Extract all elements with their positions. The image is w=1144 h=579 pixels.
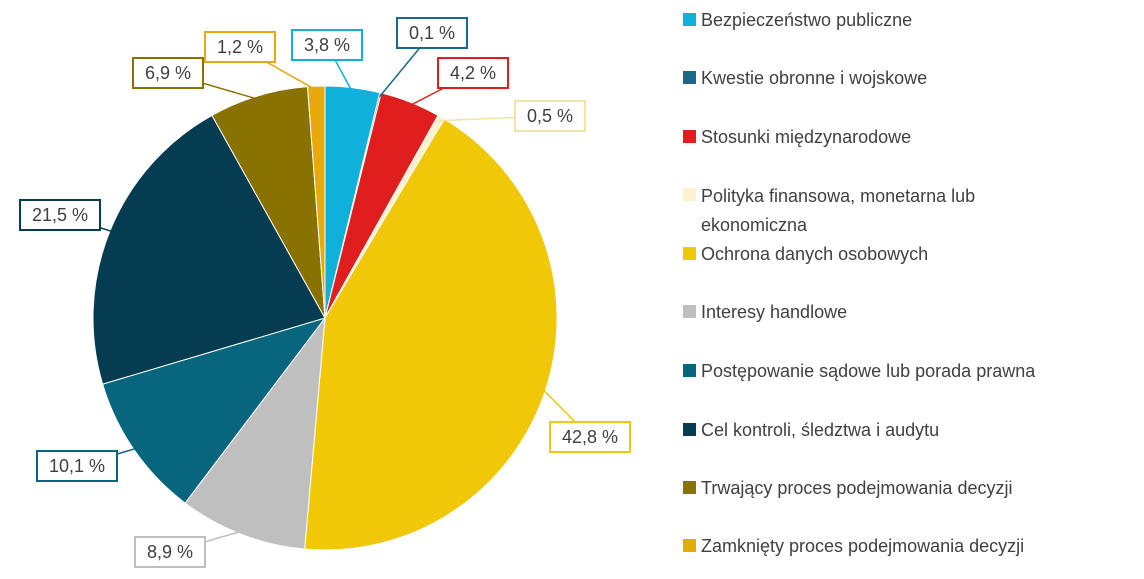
label-box <box>204 31 276 63</box>
legend-swatch <box>683 247 696 260</box>
pie-slice <box>184 316 326 550</box>
pie-slice <box>304 118 558 551</box>
legend-item: Postępowanie sądowe lub porada prawna <box>683 358 1035 384</box>
legend-item: Kwestie obronne i wojskowe <box>683 65 927 91</box>
pie-slice <box>102 317 327 504</box>
legend-swatch <box>683 13 696 26</box>
legend-item: Bezpieczeństwo publiczne <box>683 7 912 33</box>
pie-slice <box>306 85 326 319</box>
data-label: 0,5 % <box>527 106 573 126</box>
labels: 3,8 % 0,1 % 4,2 % 0,5 % 42,8 % 8,9 % 10,1 % 21,… <box>19 17 631 568</box>
data-label: 6,9 % <box>145 63 191 83</box>
legend-label: Polityka finansowa, monetarna lub ekonom… <box>701 186 976 235</box>
legend-swatch <box>683 423 696 436</box>
legend-swatch <box>683 364 696 377</box>
data-label: 42,8 % <box>562 427 618 447</box>
legend-item: Ochrona danych osobowych <box>683 241 928 267</box>
label-box <box>36 450 118 482</box>
legend-item: Stosunki międzynarodowe <box>683 124 911 150</box>
legend-label: Interesy handlowe <box>701 302 848 322</box>
legend-label: Postępowanie sądowe lub porada prawna <box>701 361 1036 381</box>
data-label: 1,2 % <box>217 37 263 57</box>
legend-label: Cel kontroli, śledztwa i audytu <box>701 420 940 440</box>
legend-item: Trwający proces podejmowania decyzji <box>683 475 1012 501</box>
data-label: 0,1 % <box>409 23 455 43</box>
legend-label: Kwestie obronne i wojskowe <box>701 68 928 88</box>
legend-label: Trwający proces podejmowania decyzji <box>701 478 1013 498</box>
legend-swatch <box>683 481 696 494</box>
legend-item: Cel kontroli, śledztwa i audytu <box>683 417 939 443</box>
legend-label: Stosunki międzynarodowe <box>701 127 912 147</box>
legend-item: Interesy handlowe <box>683 299 847 325</box>
legend-swatch <box>683 305 696 318</box>
legend-label: Bezpieczeństwo publiczne <box>701 10 913 30</box>
legend-label: Ochrona danych osobowych <box>701 244 929 264</box>
data-label: 21,5 % <box>32 205 88 225</box>
legend-item: Polityka finansowa, monetarna lub ekonom… <box>683 182 1021 240</box>
legend-swatch <box>683 539 696 552</box>
legend-swatch <box>683 71 696 84</box>
legend-swatch <box>683 130 696 143</box>
label-box <box>549 421 631 453</box>
slices <box>92 85 558 551</box>
label-box <box>437 57 509 89</box>
data-label: 8,9 % <box>147 542 193 562</box>
label-box <box>291 29 363 61</box>
legend-label: Zamknięty proces podejmowania decyzji <box>701 536 1025 556</box>
data-label: 10,1 % <box>49 456 105 476</box>
legend-swatch <box>683 188 696 201</box>
label-box <box>396 17 468 49</box>
data-label: 4,2 % <box>450 63 496 83</box>
label-box <box>19 199 101 231</box>
label-box <box>134 536 206 568</box>
label-box <box>132 57 204 89</box>
legend-item: Zamknięty proces podejmowania decyzji <box>683 533 1024 559</box>
label-box <box>514 100 586 132</box>
data-label: 3,8 % <box>304 35 350 55</box>
